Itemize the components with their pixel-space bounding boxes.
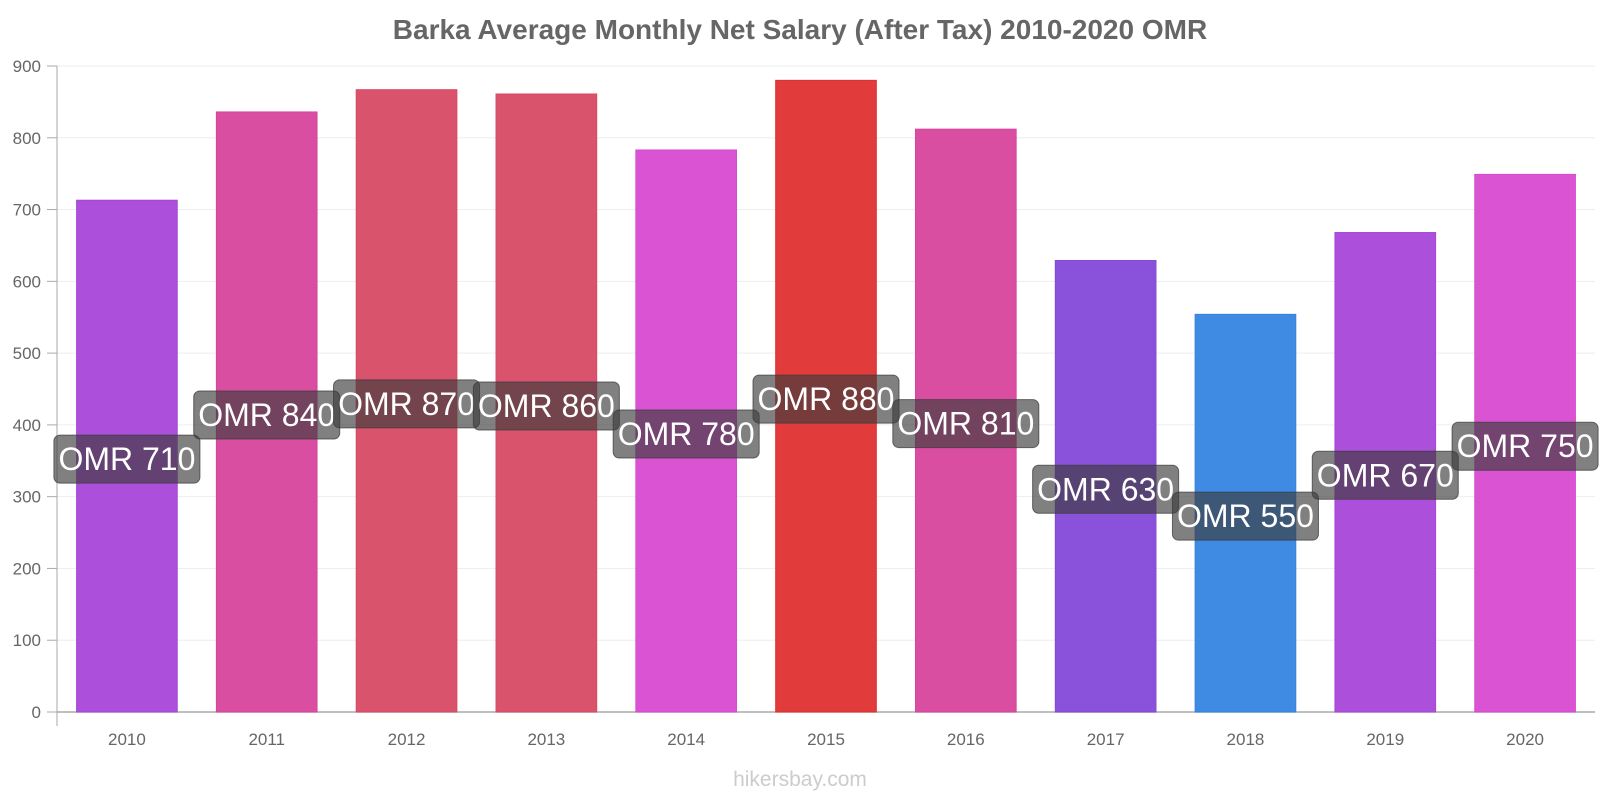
watermark: hikersbay.com <box>733 768 867 791</box>
y-tick-label: 0 <box>32 703 41 722</box>
data-label-box <box>53 434 201 484</box>
data-label-text: OMR 780 <box>618 416 755 452</box>
x-tick-label: 2020 <box>1506 730 1544 749</box>
y-tick-label: 200 <box>13 559 41 578</box>
x-tick-label: 2012 <box>388 730 426 749</box>
data-label-box <box>1451 421 1599 471</box>
data-label-box <box>1171 491 1319 541</box>
data-label-2016: OMR 810 <box>892 399 1040 449</box>
y-tick-label: 900 <box>13 57 41 76</box>
data-label-text: OMR 880 <box>758 381 895 417</box>
data-label-box <box>612 409 760 459</box>
y-tick-label: 100 <box>13 631 41 650</box>
data-label-2020: OMR 750 <box>1451 421 1599 471</box>
data-label-text: OMR 630 <box>1037 471 1174 507</box>
data-label-box <box>1311 450 1459 500</box>
data-label-text: OMR 860 <box>478 388 615 424</box>
y-tick-label: 500 <box>13 344 41 363</box>
x-tick-label: 2016 <box>947 730 985 749</box>
x-tick-label: 2018 <box>1227 730 1265 749</box>
data-label-text: OMR 870 <box>338 386 475 422</box>
y-tick-label: 300 <box>13 488 41 507</box>
y-tick-label: 800 <box>13 129 41 148</box>
chart-title: Barka Average Monthly Net Salary (After … <box>392 14 1208 45</box>
data-label-2012: OMR 870 <box>333 379 481 429</box>
data-label-2014: OMR 780 <box>612 409 760 459</box>
data-label-2013: OMR 860 <box>472 381 620 431</box>
x-tick-label: 2011 <box>248 730 285 749</box>
data-label-text: OMR 710 <box>58 441 195 477</box>
data-label-2018: OMR 550 <box>1171 491 1319 541</box>
x-tick-label: 2015 <box>807 730 845 749</box>
data-label-2019: OMR 670 <box>1311 450 1459 500</box>
data-label-2017: OMR 630 <box>1032 464 1180 514</box>
x-tick-label: 2017 <box>1087 730 1125 749</box>
y-tick-label: 400 <box>13 416 41 435</box>
data-label-text: OMR 840 <box>198 397 335 433</box>
x-tick-label: 2010 <box>108 730 146 749</box>
data-label-2011: OMR 840 <box>193 390 341 440</box>
y-tick-label: 600 <box>13 272 41 291</box>
x-tick-label: 2019 <box>1366 730 1404 749</box>
data-label-box <box>472 381 620 431</box>
data-label-text: OMR 810 <box>897 406 1034 442</box>
data-label-text: OMR 550 <box>1177 498 1314 534</box>
data-label-text: OMR 750 <box>1457 428 1594 464</box>
data-label-box <box>1032 464 1180 514</box>
data-label-text: OMR 670 <box>1317 457 1454 493</box>
data-label-2015: OMR 880 <box>752 374 900 424</box>
y-tick-label: 700 <box>13 201 41 220</box>
data-label-2010: OMR 710 <box>53 434 201 484</box>
x-tick-label: 2014 <box>667 730 705 749</box>
data-label-box <box>892 399 1040 449</box>
x-tick-label: 2013 <box>527 730 565 749</box>
